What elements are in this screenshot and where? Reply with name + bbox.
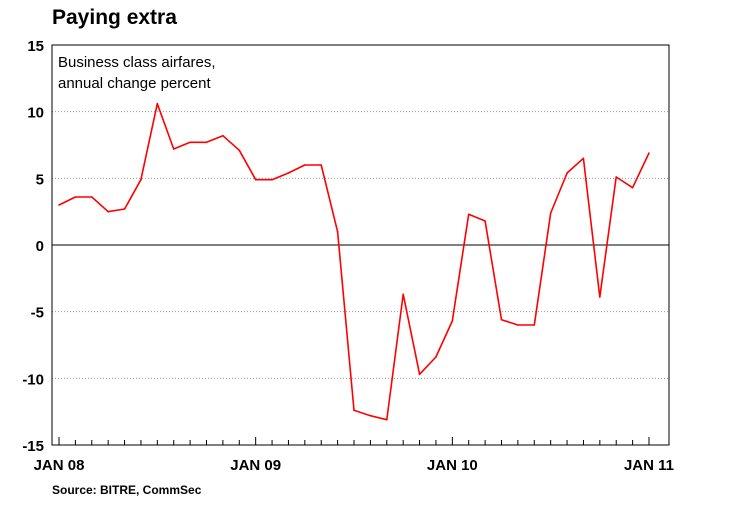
data-point (418, 373, 421, 376)
data-point (467, 213, 470, 216)
data-point (648, 152, 650, 154)
data-point (484, 220, 486, 222)
data-point (107, 210, 109, 213)
chart-annotation-line-2: annual change percent (58, 75, 211, 92)
data-point (549, 212, 552, 214)
x-tick-label: JAN 08 (34, 457, 85, 474)
y-tick-label: 0 (36, 238, 44, 255)
series-line (58, 102, 650, 421)
data-point (156, 102, 159, 105)
data-point (615, 176, 618, 178)
data-point (189, 141, 191, 144)
data-point (254, 178, 257, 181)
data-point (353, 409, 355, 412)
x-tick-label: JAN 09 (230, 457, 281, 474)
data-point (385, 418, 388, 421)
data-point (123, 208, 126, 210)
data-point (271, 178, 273, 181)
data-point (172, 148, 175, 150)
data-point (287, 172, 290, 174)
data-point (582, 157, 585, 160)
y-tick-label: -10 (22, 371, 44, 388)
data-point (435, 356, 437, 358)
source-note: Source: BITRE, CommSec (52, 483, 202, 497)
data-point (500, 318, 503, 321)
data-point (222, 134, 224, 137)
x-tick-label: JAN 11 (624, 457, 674, 474)
data-point (336, 230, 339, 233)
data-point (517, 324, 519, 326)
data-point (566, 172, 568, 174)
x-tick-label: JAN 10 (427, 457, 478, 474)
data-point (599, 296, 601, 298)
y-tick-label: 15 (27, 38, 44, 55)
data-point (90, 196, 93, 198)
data-point (320, 164, 323, 166)
chart-title: Paying extra (52, 6, 177, 29)
data-point (238, 149, 241, 152)
data-point (74, 196, 77, 198)
y-tick-label: -5 (31, 305, 44, 322)
data-point (58, 204, 60, 206)
data-point (140, 178, 142, 181)
y-tick-label: 10 (27, 105, 44, 122)
data-point (631, 186, 634, 189)
data-point (369, 414, 372, 417)
data-point (451, 320, 454, 322)
y-tick-label: 5 (36, 171, 44, 188)
data-point (402, 293, 404, 296)
plot-frame (51, 44, 670, 446)
chart-annotation-line-1: Business class airfares, (58, 54, 216, 71)
data-point (304, 164, 306, 166)
data-point (533, 324, 536, 326)
data-point (205, 141, 208, 144)
y-tick-label: -15 (22, 438, 44, 455)
